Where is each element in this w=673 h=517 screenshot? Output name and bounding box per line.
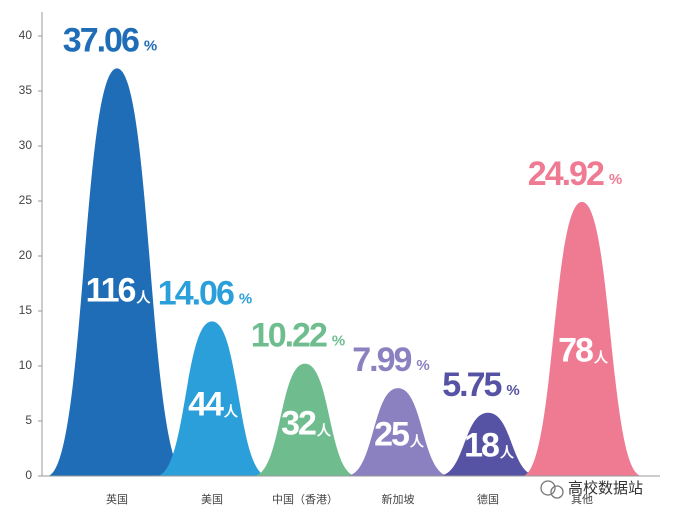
bell [253,363,357,476]
percent-label: 7.99% [352,341,429,379]
percent-label: 37.06% [63,21,157,59]
count-label: 44 人 [188,385,239,423]
bell [438,412,538,476]
count-value: 116 [86,272,136,310]
count-value: 18 [464,427,499,465]
percent-unit: % [609,171,622,188]
percent-value: 37.06 [63,21,139,59]
y-tick-label: 35 [19,83,33,97]
x-tick-label: 中国（香港） [272,493,338,506]
watermark-text: 高校数据站 [568,480,643,497]
bell [156,321,268,476]
percent-label: 10.22% [251,317,345,355]
count-value: 78 [558,332,593,370]
y-tick-label: 30 [19,138,33,152]
y-tick-label: 0 [25,468,32,482]
watermark: 高校数据站 [540,480,643,499]
x-tick-label: 德国 [477,492,499,506]
percent-label: 24.92% [528,155,622,193]
percent-unit: % [416,357,429,374]
percent-unit: % [239,290,252,307]
percent-unit: % [332,333,345,350]
y-tick-label: 15 [19,303,33,317]
y-tick-label: 40 [19,28,33,42]
percent-label: 14.06% [158,274,252,312]
y-tick-label: 5 [25,413,32,427]
x-tick-label: 其他 [571,493,593,506]
y-tick-label: 25 [19,193,33,207]
count-value: 32 [281,404,316,442]
percent-label: 5.75% [442,366,519,404]
bell [346,388,450,476]
y-tick-label: 10 [19,358,33,372]
x-tick-label: 英国 [106,492,128,506]
bell [522,201,642,476]
percent-value: 10.22 [251,317,327,355]
x-tick-label: 新加坡 [382,492,415,506]
percent-unit: % [144,37,157,54]
percent-value: 7.99 [352,341,411,379]
percent-value: 14.06 [158,274,234,312]
percent-unit: % [506,382,519,399]
x-tick-label: 美国 [201,493,223,506]
bell [47,68,187,476]
percent-value: 5.75 [442,366,501,404]
count-value: 25 [374,415,409,453]
percent-value: 24.92 [528,155,604,193]
y-tick-label: 20 [19,248,33,262]
count-value: 44 [188,385,224,423]
